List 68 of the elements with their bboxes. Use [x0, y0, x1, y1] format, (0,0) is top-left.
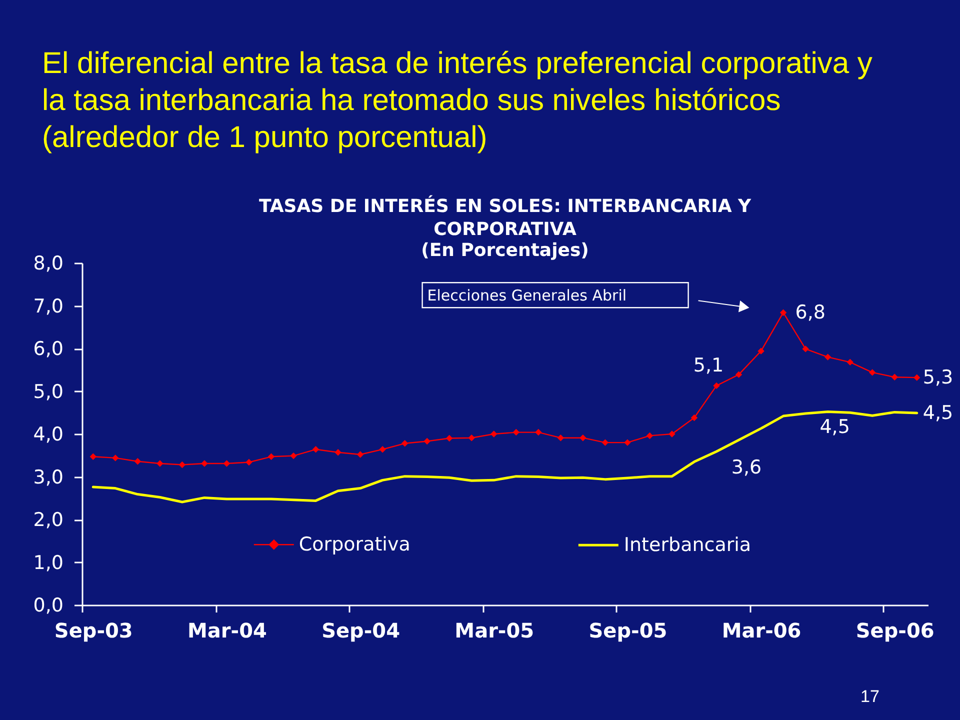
annotation: Elecciones Generales Abril	[427, 286, 627, 305]
point	[824, 354, 832, 360]
y-tick-label: 7,0	[33, 295, 64, 318]
point	[646, 432, 654, 440]
chart-subtitle: (En Porcentajes)	[421, 240, 589, 261]
y-tick-label: 6,0	[33, 338, 64, 360]
data-label: 3,6	[731, 456, 762, 479]
chart-title: TASAS DE INTERÉS EN SOLES: INTERBANCARIA Y CORPORATIVA	[258, 195, 752, 240]
point	[290, 452, 297, 460]
point	[868, 369, 876, 376]
y-tick-label: 5,0	[33, 380, 64, 403]
x-tick-label: Sep-03	[54, 618, 133, 642]
point	[668, 430, 676, 438]
y-tick-label: 1,0	[33, 552, 64, 574]
point	[780, 309, 787, 316]
x-tick-label: Mar-06	[722, 618, 802, 642]
line-series	[92, 410, 918, 504]
x-tick-label: Sep-06	[856, 618, 934, 642]
point	[490, 430, 498, 438]
point	[690, 414, 698, 422]
point	[802, 346, 809, 352]
point	[846, 358, 854, 366]
point	[468, 434, 475, 442]
point	[356, 451, 364, 458]
point	[446, 434, 453, 442]
point	[713, 382, 720, 390]
point	[334, 449, 342, 456]
text: 17	[860, 687, 880, 706]
point	[112, 454, 119, 462]
point	[178, 461, 186, 468]
y-tick-label: 2,0	[33, 509, 64, 531]
point	[602, 439, 609, 446]
point	[535, 428, 542, 436]
point	[914, 374, 920, 381]
text: El diferencial entre la tasa de interés preferencial corporativa y la tasa interbancaria ha retomado sus niveles históricos (alrededor de 1 punto porcentual)	[42, 47, 872, 154]
x-tick-label: Mar-04	[188, 618, 267, 642]
point	[424, 438, 430, 445]
data-label: 6,8	[795, 302, 826, 324]
y-tick-label: 0,0	[33, 594, 64, 616]
x-tick-label: Sep-05	[588, 618, 668, 642]
point	[401, 440, 408, 447]
y-tick-label: 3,0	[33, 466, 64, 488]
legend-label: Corporativa	[298, 534, 410, 556]
point	[379, 446, 386, 453]
data-label: 4,5	[922, 402, 954, 424]
point	[557, 434, 564, 442]
legend-label: Interbancaria	[624, 534, 752, 556]
point	[90, 453, 96, 460]
y-tick-label: 8,0	[33, 252, 64, 274]
y-tick-label: 4,0	[33, 424, 64, 446]
data-label: 5,3	[922, 366, 954, 389]
point	[134, 458, 142, 465]
point	[735, 371, 742, 378]
point	[223, 460, 230, 467]
point	[268, 453, 275, 460]
point	[758, 348, 764, 354]
point	[201, 460, 208, 467]
point	[512, 428, 520, 436]
data-label: 5,1	[693, 354, 724, 377]
point	[156, 460, 164, 467]
x-tick-label: Mar-05	[454, 618, 534, 642]
point	[624, 439, 631, 446]
point	[246, 458, 252, 466]
data-label: 4,5	[820, 416, 850, 438]
point	[312, 446, 320, 453]
point	[580, 434, 586, 442]
x-tick-label: Sep-04	[322, 618, 400, 642]
point	[891, 374, 898, 380]
